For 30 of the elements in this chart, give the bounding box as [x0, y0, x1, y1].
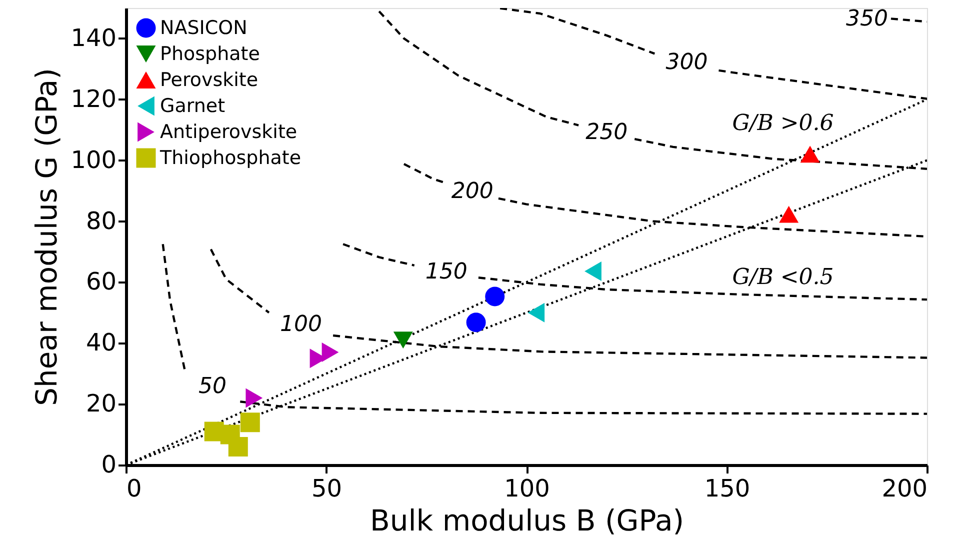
annotation: G/B <0.5 [732, 265, 834, 290]
y-tick-label: 20 [86, 390, 116, 418]
legend-label: Phosphate [160, 43, 260, 65]
annotation: G/B >0.6 [732, 111, 834, 136]
series-label: 200 [451, 178, 494, 204]
x-tick-label: 100 [504, 474, 550, 502]
legend-label: Garnet [160, 95, 226, 117]
y-tick-label: 140 [70, 24, 116, 52]
x-tick-label: 200 [882, 474, 928, 502]
legend-label: Antiperovskite [160, 121, 298, 143]
x-axis-title: Bulk modulus B (GPa) [370, 504, 684, 538]
x-tick-label: 150 [704, 474, 750, 502]
y-tick-label: 120 [70, 84, 116, 113]
x-tick-label: 0 [126, 474, 142, 502]
y-tick-label: 40 [86, 328, 116, 357]
y-tick-label: 0 [101, 450, 116, 478]
series-label: 150 [425, 260, 468, 285]
series-label: 250 [586, 120, 628, 146]
y-tick-label: 80 [86, 206, 116, 235]
legend-label: Perovskite [160, 69, 258, 91]
series-label: 300 [666, 50, 708, 76]
series-label: 100 [280, 312, 322, 338]
legend-label: NASICON [160, 17, 248, 39]
series-label: 350 [846, 6, 888, 32]
x-tick-label: 50 [311, 474, 342, 502]
legend-label: Thiophosphate [159, 147, 302, 169]
y-axis-title: Shear modulus G (GPa) [30, 68, 64, 406]
series-label: 50 [198, 374, 227, 400]
y-tick-label: 100 [70, 146, 116, 174]
y-tick-label: 60 [86, 268, 116, 296]
